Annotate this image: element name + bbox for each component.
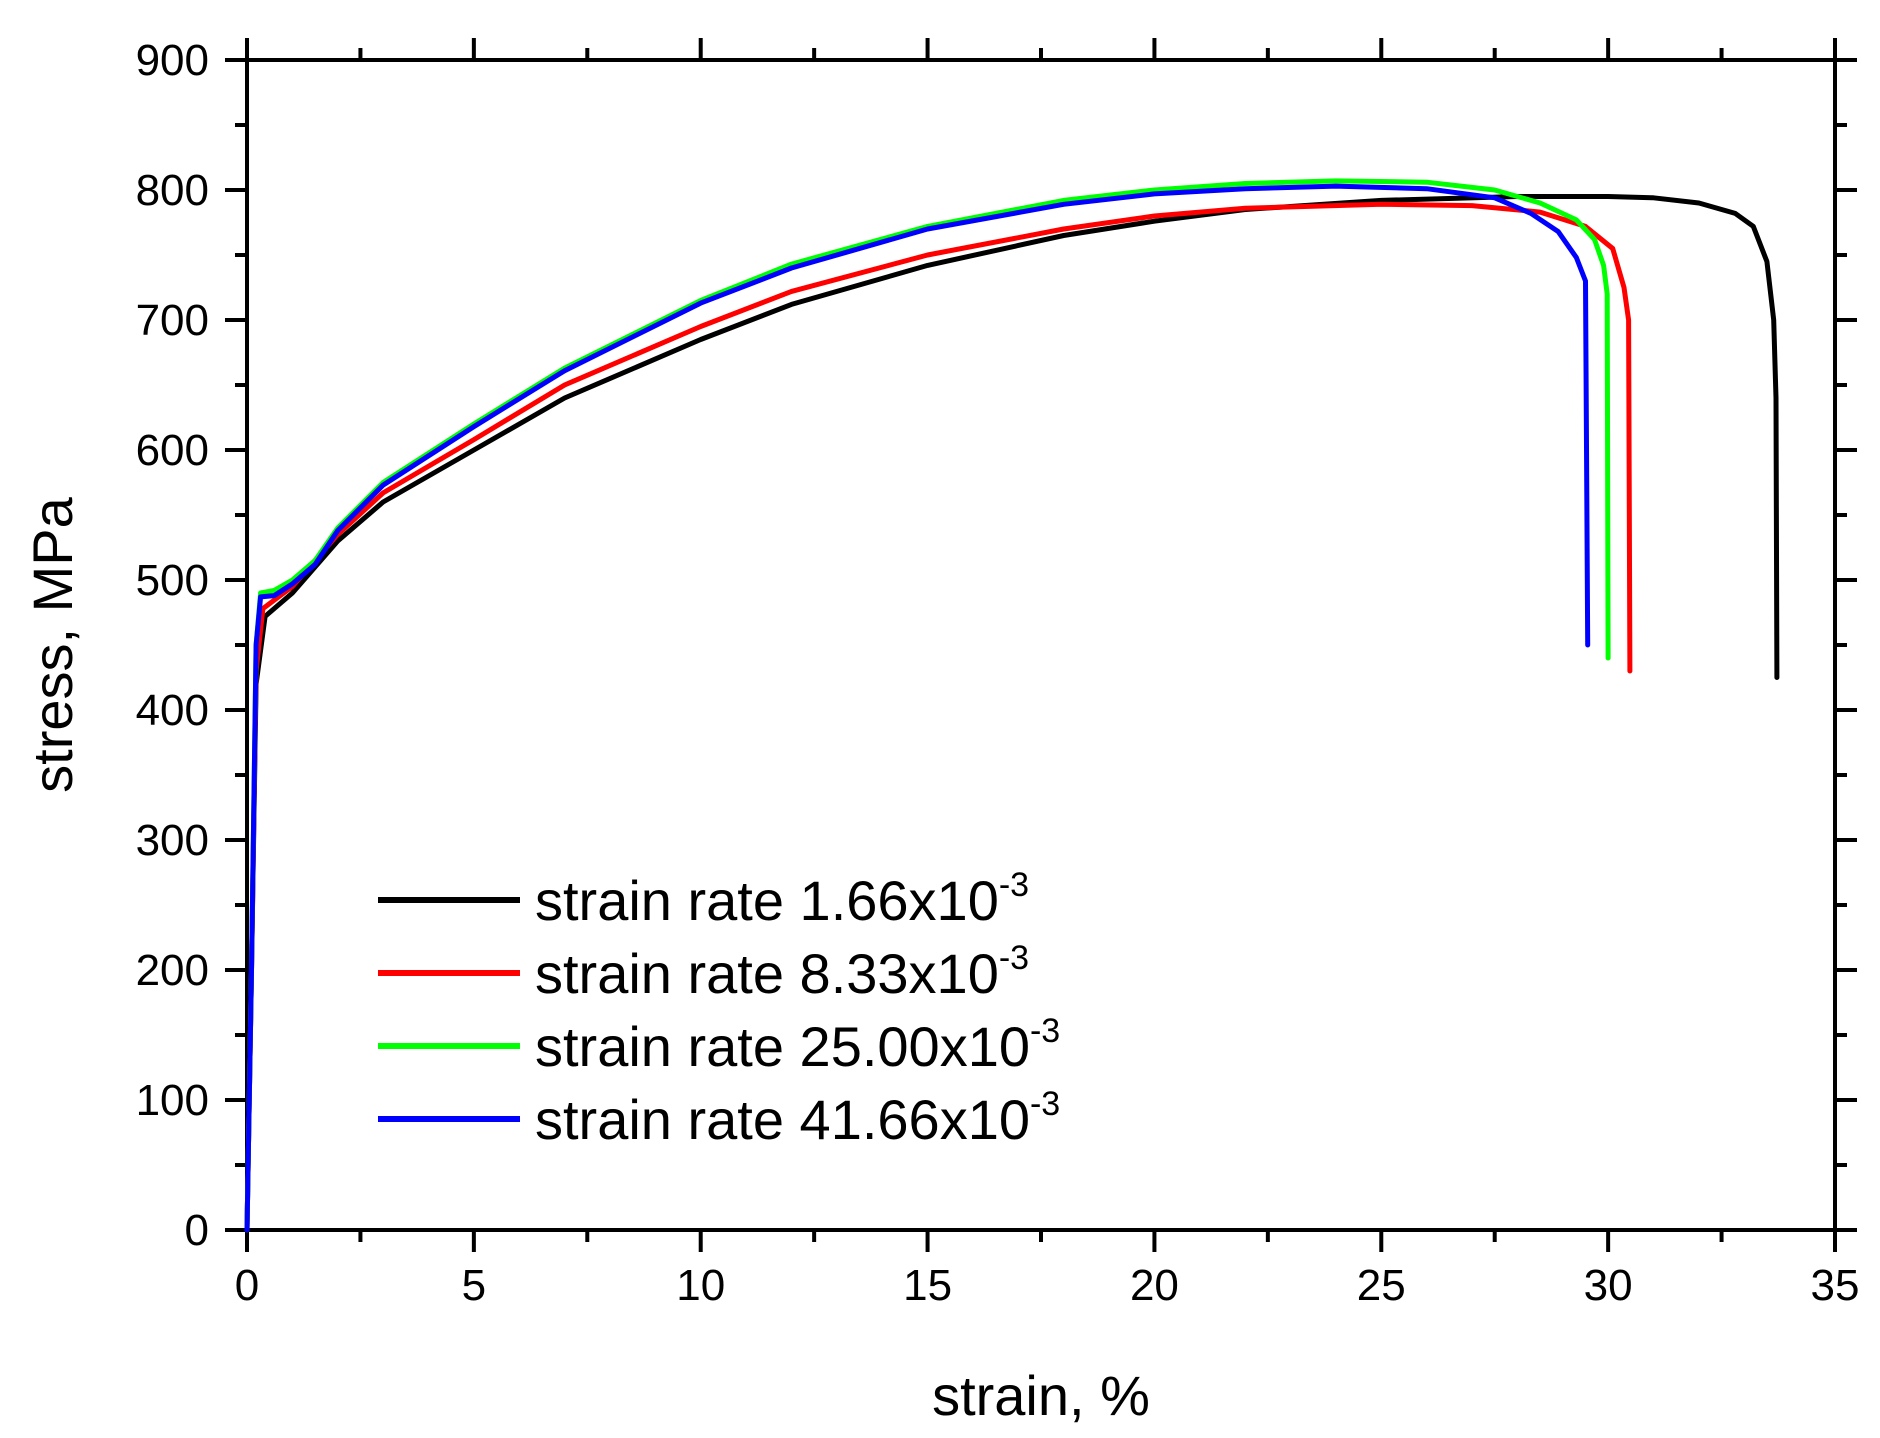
x-tick-label: 30 (1584, 1261, 1633, 1310)
x-tick-label: 25 (1357, 1261, 1406, 1310)
y-tick-label: 300 (136, 816, 209, 865)
series-line-3 (244, 178, 1611, 1233)
x-tick-labels: 0 5 10 15 20 25 30 35 (235, 1261, 1860, 1310)
y-tick-label: 0 (185, 1206, 209, 1255)
legend: strain rate 1.66x10-3 strain rate 8.33x10… (378, 866, 1060, 1151)
series-line-4 (244, 183, 1591, 1233)
x-tick-label: 35 (1811, 1261, 1860, 1310)
y-tick-label: 900 (136, 36, 209, 85)
y-tick-labels: 0 100 200 300 400 500 600 700 800 900 (136, 36, 209, 1255)
series-line-1 (244, 194, 1780, 1233)
y-tick-label: 700 (136, 296, 209, 345)
legend-label-3: strain rate 25.00x10-3 (535, 1012, 1060, 1078)
legend-label-2: strain rate 8.33x10-3 (535, 939, 1029, 1005)
legend-label-1: strain rate 1.66x10-3 (535, 866, 1029, 932)
y-tick-label: 800 (136, 166, 209, 215)
series-lines (244, 178, 1780, 1233)
x-tick-label: 20 (1130, 1261, 1179, 1310)
legend-label-4: strain rate 41.66x10-3 (535, 1085, 1060, 1151)
x-tick-label: 5 (462, 1261, 486, 1310)
x-tick-label: 0 (235, 1261, 259, 1310)
y-axis-title: stress, MPa (21, 496, 84, 792)
y-tick-label: 600 (136, 426, 209, 475)
y-tick-label: 100 (136, 1076, 209, 1125)
axis-ticks (225, 38, 1857, 1252)
x-axis-title: strain, % (932, 1364, 1150, 1427)
y-tick-label: 400 (136, 686, 209, 735)
x-tick-label: 10 (676, 1261, 725, 1310)
y-tick-label: 200 (136, 946, 209, 995)
y-tick-label: 500 (136, 556, 209, 605)
series-line-2 (244, 201, 1633, 1233)
x-tick-label: 15 (903, 1261, 952, 1310)
